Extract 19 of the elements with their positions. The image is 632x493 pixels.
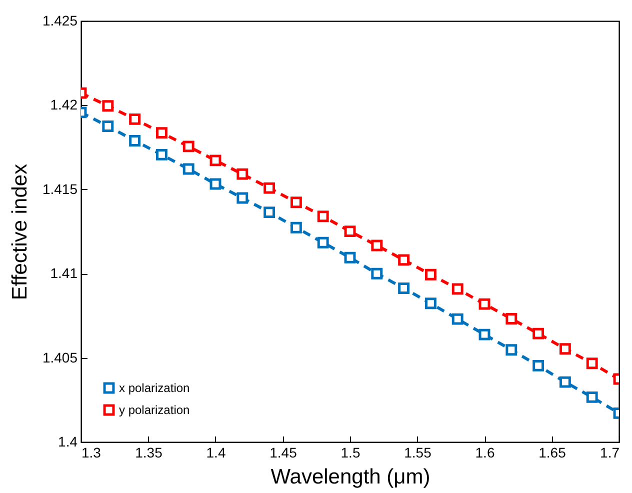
y-axis-title: Effective index — [8, 163, 32, 300]
x-tick-label: 1.7 — [600, 444, 620, 460]
x-tick-label: 1.55 — [404, 444, 432, 460]
y-tick-label: 1.405 — [42, 349, 78, 366]
y-tick-label: 1.425 — [42, 12, 78, 28]
x-tick-label: 1.35 — [135, 444, 163, 460]
y-tick-label: 1.42 — [50, 96, 78, 113]
x-tick-label: 1.3 — [82, 444, 102, 460]
x-tick-label: 1.6 — [475, 444, 495, 460]
y-tick-label: 1.41 — [50, 265, 78, 282]
x-tick-label: 1.4 — [206, 444, 226, 460]
y-tick-label: 1.415 — [42, 180, 78, 197]
x-tick-label: 1.45 — [270, 444, 298, 460]
x-tick-label: 1.65 — [538, 444, 566, 460]
x-tick-label: 1.5 — [340, 444, 360, 460]
y-tick-label: 1.4 — [58, 434, 78, 450]
legend-label: y polarization — [119, 403, 190, 417]
legend-label: x polarization — [119, 381, 190, 395]
x-axis-title: Wavelength (μm) — [270, 466, 430, 488]
